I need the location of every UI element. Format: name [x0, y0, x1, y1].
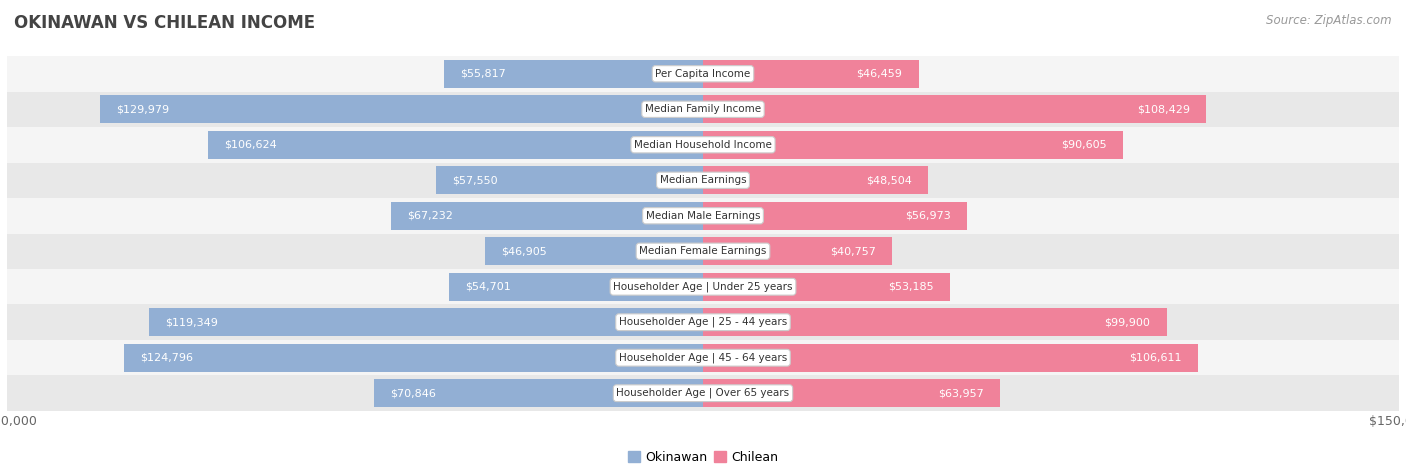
Text: $63,957: $63,957: [938, 388, 984, 398]
Bar: [703, 344, 1198, 372]
Bar: [7, 198, 1399, 234]
Bar: [7, 56, 1399, 92]
Bar: [391, 202, 703, 230]
Text: Median Household Income: Median Household Income: [634, 140, 772, 150]
Text: Householder Age | 25 - 44 years: Householder Age | 25 - 44 years: [619, 317, 787, 327]
Bar: [703, 237, 891, 265]
Text: $53,185: $53,185: [889, 282, 934, 292]
Bar: [703, 202, 967, 230]
Bar: [374, 379, 703, 407]
Text: $129,979: $129,979: [117, 104, 169, 114]
Bar: [703, 95, 1206, 123]
Text: $99,900: $99,900: [1104, 317, 1150, 327]
Bar: [703, 273, 950, 301]
Text: Householder Age | Over 65 years: Householder Age | Over 65 years: [616, 388, 790, 398]
Bar: [703, 60, 918, 88]
Bar: [7, 163, 1399, 198]
Bar: [444, 60, 703, 88]
Bar: [124, 344, 703, 372]
Bar: [7, 269, 1399, 304]
Bar: [703, 131, 1123, 159]
Bar: [703, 308, 1167, 336]
Bar: [703, 166, 928, 194]
Text: $106,611: $106,611: [1129, 353, 1181, 363]
Text: $54,701: $54,701: [465, 282, 512, 292]
Text: $67,232: $67,232: [408, 211, 453, 221]
Text: $57,550: $57,550: [453, 175, 498, 185]
Bar: [485, 237, 703, 265]
Text: OKINAWAN VS CHILEAN INCOME: OKINAWAN VS CHILEAN INCOME: [14, 14, 315, 32]
Text: $40,757: $40,757: [830, 246, 876, 256]
Text: Median Earnings: Median Earnings: [659, 175, 747, 185]
Bar: [208, 131, 703, 159]
Bar: [7, 92, 1399, 127]
Text: Median Family Income: Median Family Income: [645, 104, 761, 114]
Text: $106,624: $106,624: [225, 140, 277, 150]
Text: $46,905: $46,905: [502, 246, 547, 256]
Text: $55,817: $55,817: [460, 69, 506, 79]
Text: $70,846: $70,846: [391, 388, 436, 398]
Text: Householder Age | 45 - 64 years: Householder Age | 45 - 64 years: [619, 353, 787, 363]
Text: Source: ZipAtlas.com: Source: ZipAtlas.com: [1267, 14, 1392, 27]
Text: Householder Age | Under 25 years: Householder Age | Under 25 years: [613, 282, 793, 292]
Text: $90,605: $90,605: [1062, 140, 1107, 150]
Bar: [703, 379, 1000, 407]
Text: $48,504: $48,504: [866, 175, 912, 185]
Text: $56,973: $56,973: [905, 211, 950, 221]
Bar: [7, 375, 1399, 411]
Text: Median Female Earnings: Median Female Earnings: [640, 246, 766, 256]
Text: $119,349: $119,349: [166, 317, 218, 327]
Text: Per Capita Income: Per Capita Income: [655, 69, 751, 79]
Text: $124,796: $124,796: [141, 353, 193, 363]
Bar: [449, 273, 703, 301]
Bar: [100, 95, 703, 123]
Bar: [7, 234, 1399, 269]
Bar: [436, 166, 703, 194]
Text: Median Male Earnings: Median Male Earnings: [645, 211, 761, 221]
Legend: Okinawan, Chilean: Okinawan, Chilean: [623, 446, 783, 467]
Text: $108,429: $108,429: [1137, 104, 1189, 114]
Bar: [7, 304, 1399, 340]
Bar: [7, 127, 1399, 163]
Bar: [149, 308, 703, 336]
Bar: [7, 340, 1399, 375]
Text: $46,459: $46,459: [856, 69, 903, 79]
